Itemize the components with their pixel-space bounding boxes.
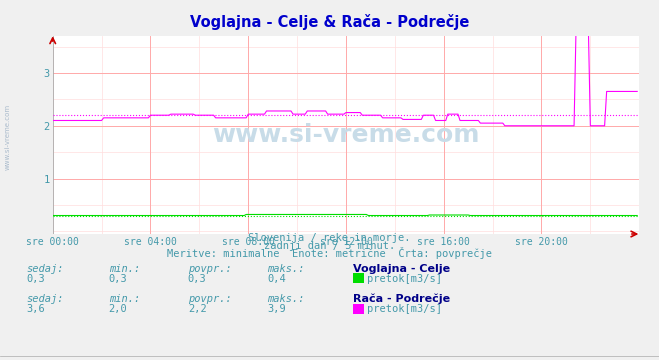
Text: www.si-vreme.com: www.si-vreme.com xyxy=(5,104,11,170)
Text: Voglajna - Celje: Voglajna - Celje xyxy=(353,264,449,274)
Text: 0,4: 0,4 xyxy=(267,274,285,284)
Text: maks.:: maks.: xyxy=(267,294,304,305)
Text: min.:: min.: xyxy=(109,294,140,305)
Text: sedaj:: sedaj: xyxy=(26,264,64,274)
Text: Slovenija / reke in morje.: Slovenija / reke in morje. xyxy=(248,233,411,243)
Text: maks.:: maks.: xyxy=(267,264,304,274)
Text: Meritve: minimalne  Enote: metrične  Črta: povprečje: Meritve: minimalne Enote: metrične Črta:… xyxy=(167,247,492,259)
Text: pretok[m3/s]: pretok[m3/s] xyxy=(367,305,442,315)
Text: sedaj:: sedaj: xyxy=(26,294,64,305)
Text: min.:: min.: xyxy=(109,264,140,274)
Text: 3,6: 3,6 xyxy=(26,305,45,315)
Text: povpr.:: povpr.: xyxy=(188,264,231,274)
Text: 2,2: 2,2 xyxy=(188,305,206,315)
Text: 2,0: 2,0 xyxy=(109,305,127,315)
Text: 0,3: 0,3 xyxy=(26,274,45,284)
Text: www.si-vreme.com: www.si-vreme.com xyxy=(212,123,480,147)
Text: 3,9: 3,9 xyxy=(267,305,285,315)
Text: pretok[m3/s]: pretok[m3/s] xyxy=(367,274,442,284)
Text: Voglajna - Celje & Rača - Podrečje: Voglajna - Celje & Rača - Podrečje xyxy=(190,14,469,30)
Text: 0,3: 0,3 xyxy=(109,274,127,284)
Text: 0,3: 0,3 xyxy=(188,274,206,284)
Text: povpr.:: povpr.: xyxy=(188,294,231,305)
Text: zadnji dan / 5 minut.: zadnji dan / 5 minut. xyxy=(264,241,395,251)
Text: Rača - Podrečje: Rača - Podrečje xyxy=(353,294,449,305)
